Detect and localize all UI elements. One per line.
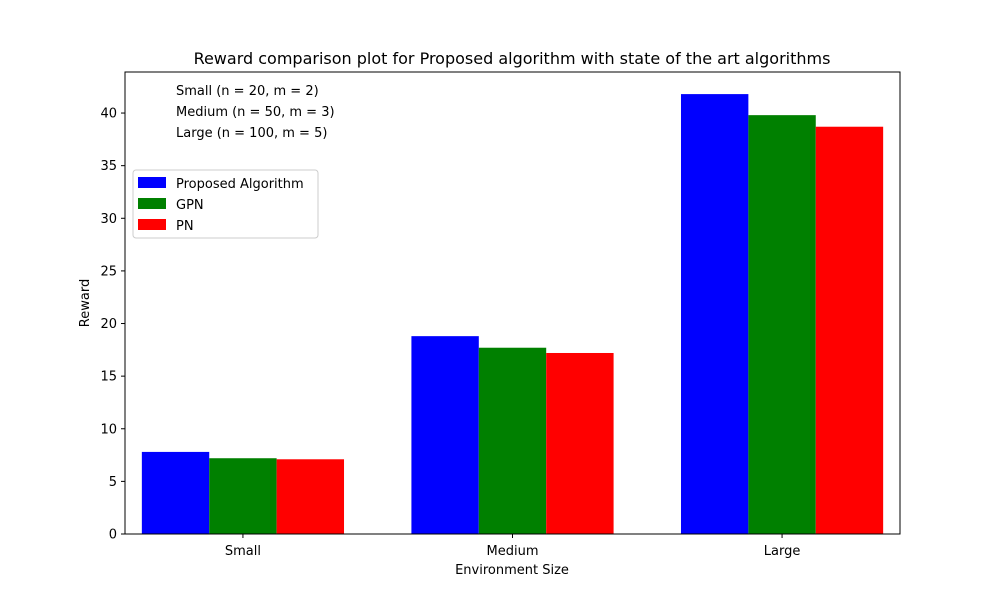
legend-swatch-pn [138,219,166,230]
annotation-large: Large (n = 100, m = 5) [176,126,327,141]
bar-gpn-medium [478,347,547,534]
annotations: Small (n = 20, m = 2) Medium (n = 50, m … [176,84,335,141]
x-tick-label-large: Large [764,544,801,559]
legend-swatch-proposed [138,177,166,188]
y-tick-label: 10 [100,422,117,437]
legend-label-pn: PN [176,219,194,234]
legend-box [132,169,319,239]
bars-layer [141,94,884,535]
legend-label-gpn: GPN [176,198,204,213]
bar-pn-medium [546,352,614,534]
y-axis-label: Reward [78,279,93,327]
y-tick-label: 0 [109,528,117,543]
y-tick-label: 25 [100,264,117,279]
y-tick-label: 35 [100,159,117,174]
legend-swatch-gpn [138,198,166,209]
annotation-medium: Medium (n = 50, m = 3) [176,105,335,120]
legend: Proposed Algorithm GPN PN [132,169,319,239]
x-axis-label: Environment Size [455,563,569,578]
y-tick-label: 30 [100,212,117,227]
bar-proposed-algorithm-large [680,94,749,535]
legend-label-proposed: Proposed Algorithm [176,177,304,192]
bar-proposed-algorithm-small [141,451,210,534]
y-tick-label: 15 [100,370,117,385]
bar-pn-large [815,126,884,535]
y-tick-label: 5 [109,475,117,490]
bar-gpn-small [209,458,277,534]
annotation-small: Small (n = 20, m = 2) [176,84,319,99]
bar-proposed-algorithm-medium [411,336,479,534]
x-axis: Small Medium Large [225,534,800,559]
y-tick-label: 40 [100,107,117,122]
y-tick-label: 20 [100,317,117,332]
x-tick-label-small: Small [225,544,261,559]
x-tick-label-medium: Medium [487,544,539,559]
bar-pn-small [276,459,345,534]
chart-title: Reward comparison plot for Proposed algo… [194,49,831,68]
bar-gpn-large [748,115,816,534]
y-axis: 0 5 10 15 20 25 30 35 40 [100,107,125,543]
